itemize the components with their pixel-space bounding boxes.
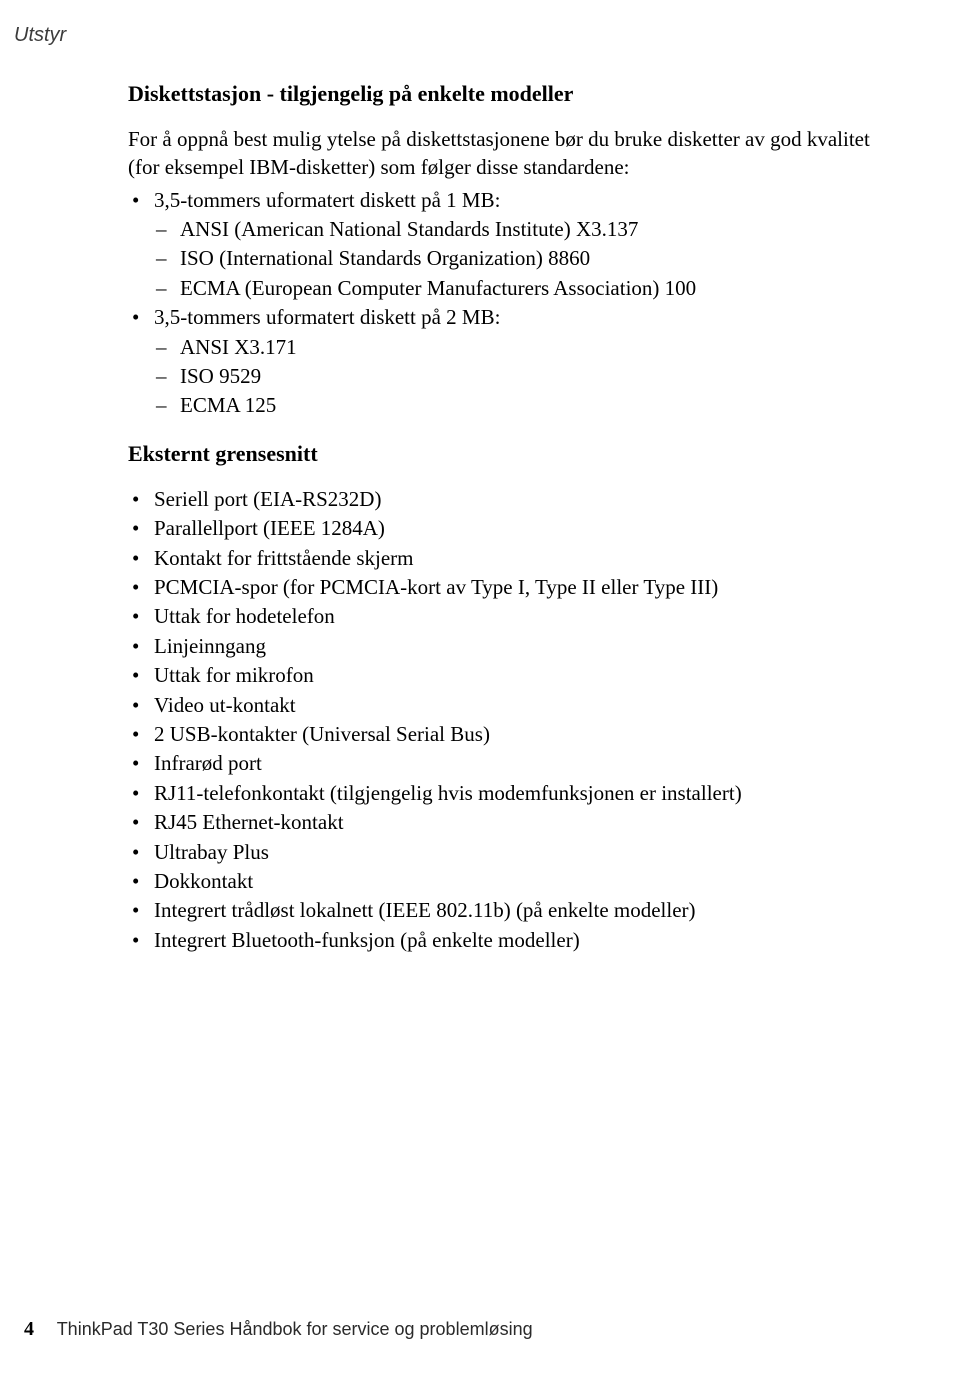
list-item: PCMCIA-spor (for PCMCIA-kort av Type I, …	[128, 573, 880, 602]
list-item-label: 3,5-tommers uformatert diskett på 2 MB:	[154, 305, 500, 329]
list-item: ISO (International Standards Organizatio…	[154, 244, 880, 273]
list-item: Video ut-kontakt	[128, 691, 880, 720]
list-item: Linjeinngang	[128, 632, 880, 661]
section-title-diskettstasjon: Diskettstasjon - tilgjengelig på enkelte…	[128, 81, 880, 107]
page-number: 4	[24, 1318, 34, 1340]
disk-standards-list: 3,5-tommers uformatert diskett på 1 MB: …	[128, 186, 880, 421]
list-item: ECMA 125	[154, 391, 880, 420]
list-item: 3,5-tommers uformatert diskett på 1 MB: …	[128, 186, 880, 304]
list-item: Uttak for hodetelefon	[128, 602, 880, 631]
list-item: Dokkontakt	[128, 867, 880, 896]
sublist: ANSI X3.171 ISO 9529 ECMA 125	[154, 333, 880, 421]
list-item: Ultrabay Plus	[128, 838, 880, 867]
page-footer: 4 ThinkPad T30 Series Håndbok for servic…	[24, 1318, 533, 1341]
list-item: Seriell port (EIA-RS232D)	[128, 485, 880, 514]
page-content: Diskettstasjon - tilgjengelig på enkelte…	[0, 81, 960, 955]
list-item: ECMA (European Computer Manufacturers As…	[154, 274, 880, 303]
external-interface-list: Seriell port (EIA-RS232D) Parallellport …	[128, 485, 880, 955]
section-title-eksternt: Eksternt grensesnitt	[128, 441, 880, 467]
list-item-label: 3,5-tommers uformatert diskett på 1 MB:	[154, 188, 500, 212]
list-item: Parallellport (IEEE 1284A)	[128, 514, 880, 543]
list-item: 2 USB-kontakter (Universal Serial Bus)	[128, 720, 880, 749]
sublist: ANSI (American National Standards Instit…	[154, 215, 880, 303]
list-item: Infrarød port	[128, 749, 880, 778]
list-item: RJ11-telefonkontakt (tilgjengelig hvis m…	[128, 779, 880, 808]
list-item: Uttak for mikrofon	[128, 661, 880, 690]
list-item: Integrert trådløst lokalnett (IEEE 802.1…	[128, 896, 880, 925]
list-item: ANSI X3.171	[154, 333, 880, 362]
running-head: Utstyr	[0, 24, 960, 47]
list-item: ISO 9529	[154, 362, 880, 391]
intro-paragraph: For å oppnå best mulig ytelse på diskett…	[128, 125, 880, 182]
list-item: Integrert Bluetooth-funksjon (på enkelte…	[128, 926, 880, 955]
list-item: 3,5-tommers uformatert diskett på 2 MB: …	[128, 303, 880, 421]
list-item: RJ45 Ethernet-kontakt	[128, 808, 880, 837]
list-item: Kontakt for frittstående skjerm	[128, 544, 880, 573]
list-item: ANSI (American National Standards Instit…	[154, 215, 880, 244]
page: Utstyr Diskettstasjon - tilgjengelig på …	[0, 0, 960, 1381]
footer-text: ThinkPad T30 Series Håndbok for service …	[57, 1319, 533, 1339]
